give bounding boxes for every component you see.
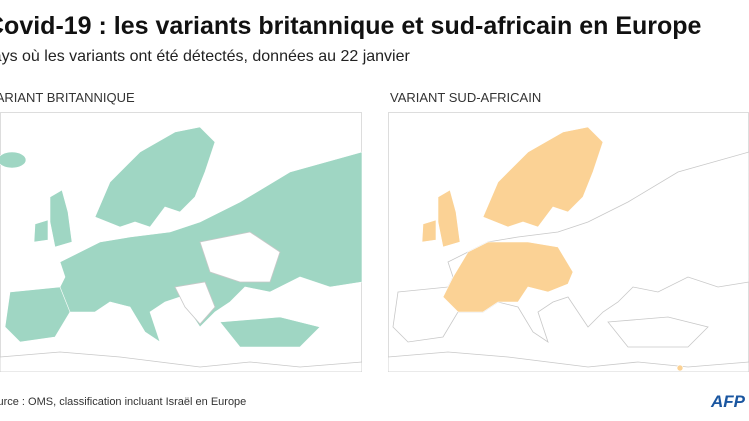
uk-variant-map bbox=[0, 112, 362, 372]
logo: AFP bbox=[711, 392, 745, 411]
map-label: VARIANT BRITANNIQUE bbox=[0, 90, 135, 105]
africa bbox=[0, 351, 362, 372]
africa bbox=[388, 351, 749, 372]
title: Covid-19 : les variants britannique et s… bbox=[0, 12, 702, 40]
uk bbox=[49, 189, 73, 248]
western-europe bbox=[442, 241, 574, 313]
ireland bbox=[421, 219, 437, 243]
scandinavia bbox=[94, 126, 216, 228]
uk bbox=[437, 189, 461, 248]
sa-variant-map bbox=[388, 112, 749, 372]
ireland bbox=[33, 219, 49, 243]
scandinavia bbox=[482, 126, 604, 228]
map-label: VARIANT SUD-AFRICAIN bbox=[390, 90, 542, 105]
turkey bbox=[219, 316, 321, 348]
israel bbox=[676, 364, 684, 372]
iceland bbox=[0, 151, 27, 169]
turkey bbox=[607, 316, 709, 348]
undetected-area bbox=[199, 231, 281, 283]
source: Source : OMS, classification incluant Is… bbox=[0, 396, 247, 408]
iberia bbox=[4, 286, 71, 343]
subtitle: Pays où les variants ont été détectés, d… bbox=[0, 48, 410, 65]
undetected-area bbox=[174, 281, 216, 325]
